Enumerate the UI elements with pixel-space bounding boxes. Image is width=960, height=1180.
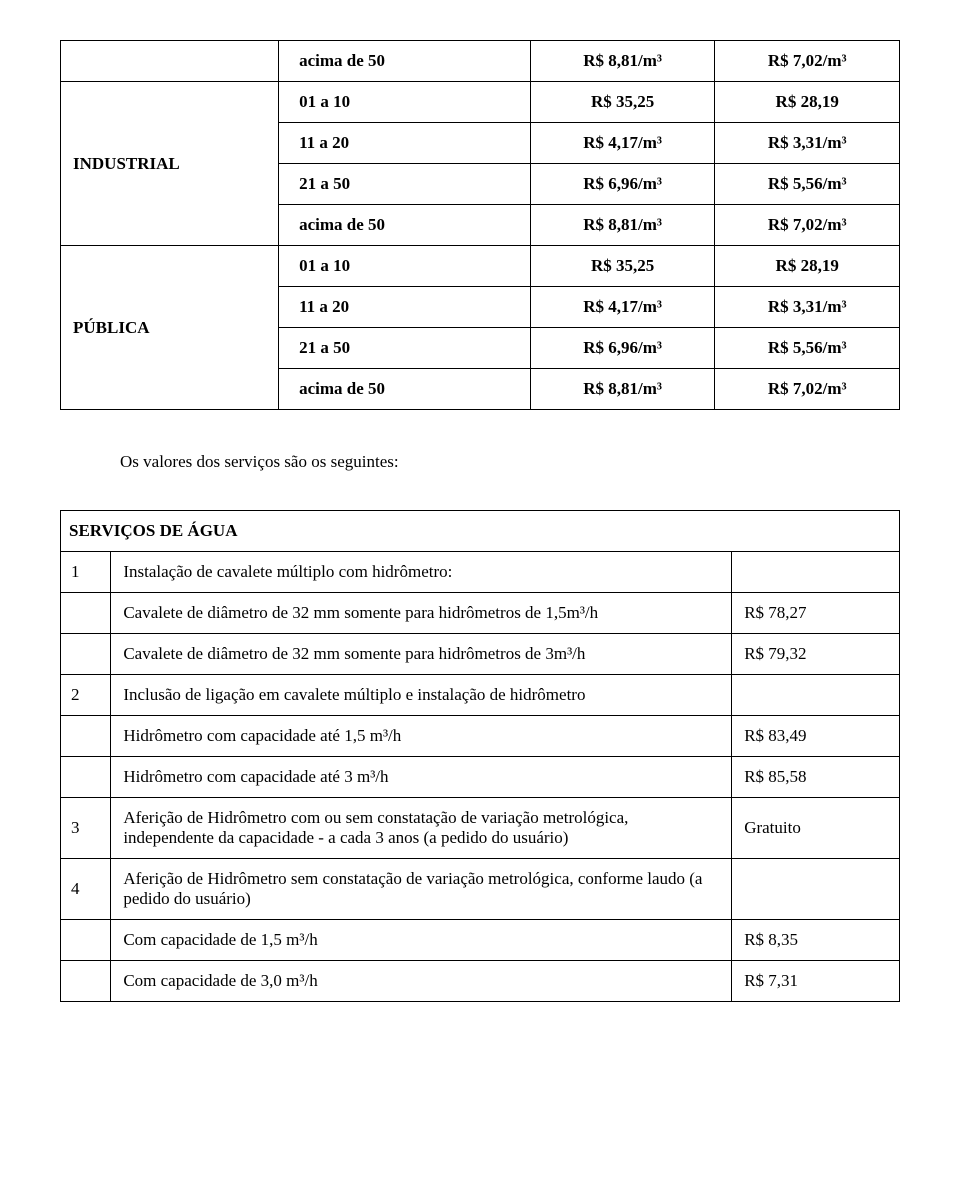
service-value [732, 675, 900, 716]
tariff-table: acima de 50R$ 8,81/m³R$ 7,02/m³INDUSTRIA… [60, 40, 900, 410]
service-number [61, 920, 111, 961]
service-number [61, 593, 111, 634]
service-description: Hidrômetro com capacidade até 1,5 m³/h [111, 716, 732, 757]
category-cell [61, 41, 279, 82]
service-row: 2Inclusão de ligação em cavalete múltipl… [61, 675, 900, 716]
value2-cell: R$ 7,02/m³ [715, 41, 900, 82]
value1-cell: R$ 8,81/m³ [530, 369, 715, 410]
value2-cell: R$ 3,31/m³ [715, 287, 900, 328]
service-description: Instalação de cavalete múltiplo com hidr… [111, 552, 732, 593]
value1-cell: R$ 8,81/m³ [530, 41, 715, 82]
range-cell: 21 a 50 [279, 164, 531, 205]
service-value: R$ 7,31 [732, 961, 900, 1002]
service-row: Hidrômetro com capacidade até 3 m³/hR$ 8… [61, 757, 900, 798]
value1-cell: R$ 6,96/m³ [530, 164, 715, 205]
tariff-row: INDUSTRIAL01 a 10R$ 35,25R$ 28,19 [61, 82, 900, 123]
range-cell: acima de 50 [279, 369, 531, 410]
service-number: 1 [61, 552, 111, 593]
service-number: 4 [61, 859, 111, 920]
services-table: 1Instalação de cavalete múltiplo com hid… [60, 551, 900, 1002]
service-value: Gratuito [732, 798, 900, 859]
service-value: R$ 78,27 [732, 593, 900, 634]
service-description: Hidrômetro com capacidade até 3 m³/h [111, 757, 732, 798]
service-row: 4Aferição de Hidrômetro sem constatação … [61, 859, 900, 920]
service-row: 3Aferição de Hidrômetro com ou sem const… [61, 798, 900, 859]
range-cell: 01 a 10 [279, 246, 531, 287]
service-value: R$ 83,49 [732, 716, 900, 757]
service-row: Cavalete de diâmetro de 32 mm somente pa… [61, 634, 900, 675]
service-number [61, 716, 111, 757]
service-description: Aferição de Hidrômetro sem constatação d… [111, 859, 732, 920]
service-description: Com capacidade de 1,5 m³/h [111, 920, 732, 961]
service-value [732, 859, 900, 920]
service-row: Cavalete de diâmetro de 32 mm somente pa… [61, 593, 900, 634]
value1-cell: R$ 6,96/m³ [530, 328, 715, 369]
service-row: Com capacidade de 1,5 m³/hR$ 8,35 [61, 920, 900, 961]
value2-cell: R$ 7,02/m³ [715, 205, 900, 246]
value2-cell: R$ 5,56/m³ [715, 164, 900, 205]
value1-cell: R$ 4,17/m³ [530, 123, 715, 164]
category-cell: PÚBLICA [61, 246, 279, 410]
value2-cell: R$ 3,31/m³ [715, 123, 900, 164]
value1-cell: R$ 8,81/m³ [530, 205, 715, 246]
service-description: Com capacidade de 3,0 m³/h [111, 961, 732, 1002]
service-value: R$ 79,32 [732, 634, 900, 675]
value2-cell: R$ 28,19 [715, 82, 900, 123]
service-description: Aferição de Hidrômetro com ou sem consta… [111, 798, 732, 859]
service-row: Hidrômetro com capacidade até 1,5 m³/hR$… [61, 716, 900, 757]
service-row: 1Instalação de cavalete múltiplo com hid… [61, 552, 900, 593]
value2-cell: R$ 7,02/m³ [715, 369, 900, 410]
service-number [61, 634, 111, 675]
service-number [61, 757, 111, 798]
service-number: 3 [61, 798, 111, 859]
category-cell: INDUSTRIAL [61, 82, 279, 246]
range-cell: 11 a 20 [279, 123, 531, 164]
value1-cell: R$ 4,17/m³ [530, 287, 715, 328]
range-cell: acima de 50 [279, 41, 531, 82]
service-value: R$ 85,58 [732, 757, 900, 798]
service-number [61, 961, 111, 1002]
service-description: Cavalete de diâmetro de 32 mm somente pa… [111, 593, 732, 634]
value2-cell: R$ 5,56/m³ [715, 328, 900, 369]
section-title: SERVIÇOS DE ÁGUA [60, 510, 900, 551]
intro-text: Os valores dos serviços são os seguintes… [60, 452, 900, 472]
value1-cell: R$ 35,25 [530, 246, 715, 287]
service-value: R$ 8,35 [732, 920, 900, 961]
range-cell: 21 a 50 [279, 328, 531, 369]
service-description: Cavalete de diâmetro de 32 mm somente pa… [111, 634, 732, 675]
range-cell: 01 a 10 [279, 82, 531, 123]
tariff-row: acima de 50R$ 8,81/m³R$ 7,02/m³ [61, 41, 900, 82]
tariff-row: PÚBLICA01 a 10R$ 35,25R$ 28,19 [61, 246, 900, 287]
range-cell: 11 a 20 [279, 287, 531, 328]
service-number: 2 [61, 675, 111, 716]
service-description: Inclusão de ligação em cavalete múltiplo… [111, 675, 732, 716]
service-value [732, 552, 900, 593]
value1-cell: R$ 35,25 [530, 82, 715, 123]
range-cell: acima de 50 [279, 205, 531, 246]
value2-cell: R$ 28,19 [715, 246, 900, 287]
service-row: Com capacidade de 3,0 m³/hR$ 7,31 [61, 961, 900, 1002]
